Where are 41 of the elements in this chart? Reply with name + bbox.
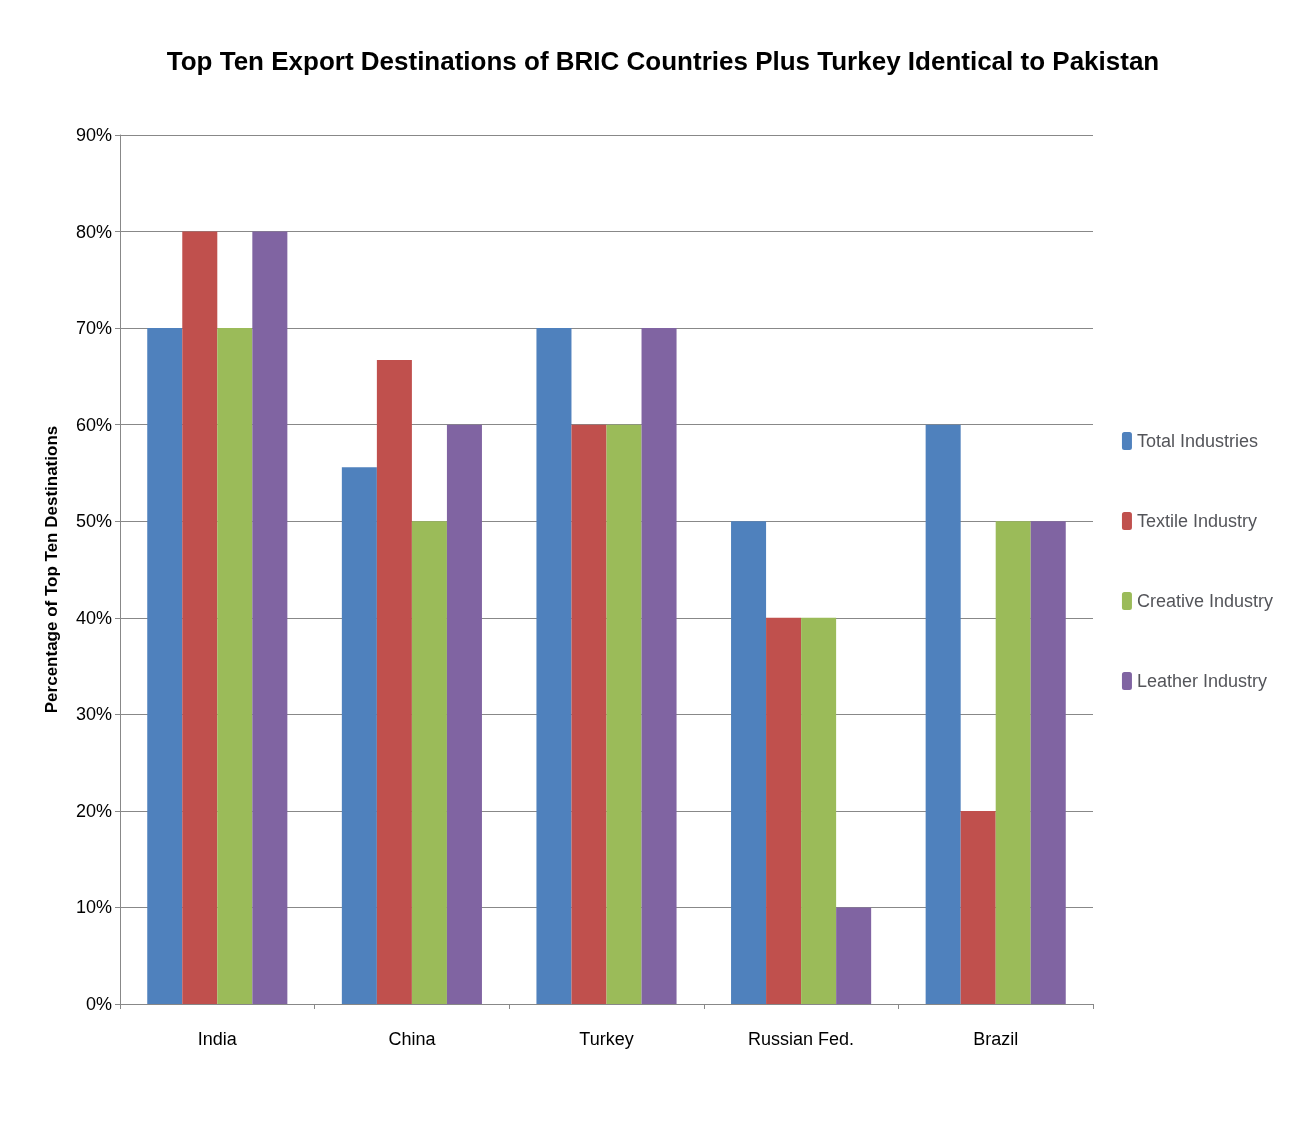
bar xyxy=(960,810,996,1004)
bar xyxy=(801,617,837,1004)
bar xyxy=(836,907,872,1004)
y-tick-label: 80% xyxy=(75,221,112,242)
bar xyxy=(995,521,1031,1004)
y-tick-label: 30% xyxy=(75,704,112,725)
bar xyxy=(766,617,802,1004)
bar xyxy=(731,521,767,1004)
y-tick-label: 90% xyxy=(75,125,112,145)
bar xyxy=(411,521,447,1004)
bar xyxy=(217,328,253,1004)
bar xyxy=(182,231,218,1004)
bar xyxy=(376,359,412,1004)
x-tick-label: Turkey xyxy=(579,1029,634,1049)
bar xyxy=(147,328,183,1004)
x-tick-label: Russian Fed. xyxy=(748,1029,855,1049)
bar xyxy=(571,424,607,1004)
bar xyxy=(341,467,377,1004)
y-tick-label: 0% xyxy=(85,994,112,1014)
legend-label: Leather Industry xyxy=(1136,671,1268,691)
bar xyxy=(536,328,572,1004)
bar xyxy=(606,424,642,1004)
y-tick-label: 70% xyxy=(75,318,112,339)
y-tick-label: 40% xyxy=(75,607,112,628)
legend-label: Textile Industry xyxy=(1136,511,1258,531)
bar xyxy=(252,231,288,1004)
legend-label: Total Industries xyxy=(1136,431,1259,451)
x-tick-label: India xyxy=(197,1029,238,1049)
legend-label: Creative Industry xyxy=(1136,591,1274,611)
chart-title: Top Ten Export Destinations of BRIC Countries Plus Turkey Identical to Pakistan xyxy=(166,46,1160,76)
y-tick-label: 20% xyxy=(75,800,112,821)
x-tick-label: Brazil xyxy=(973,1029,1019,1049)
bar xyxy=(1030,521,1066,1004)
y-tick-label: 60% xyxy=(75,414,112,435)
bar xyxy=(641,328,677,1004)
bar xyxy=(925,424,961,1004)
y-tick-label: 50% xyxy=(75,511,112,532)
y-tick-label: 10% xyxy=(75,897,112,918)
y-axis-title: Percentage of Top Ten Destinations xyxy=(42,425,61,714)
bar xyxy=(446,424,482,1004)
x-tick-label: China xyxy=(388,1029,437,1049)
